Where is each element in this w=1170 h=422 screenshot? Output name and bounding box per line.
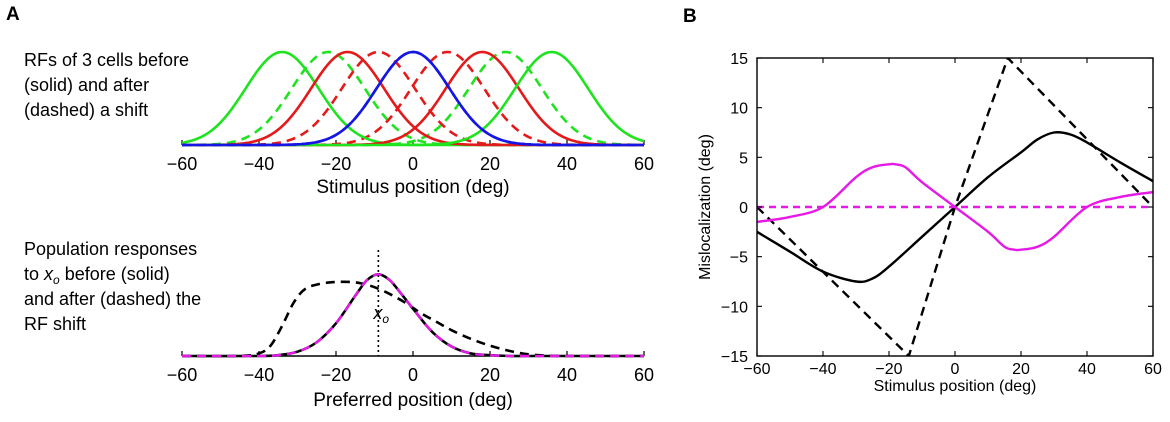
x-tick-label: 0 <box>408 365 418 385</box>
mislocalization-curve-black-solid <box>757 131 1153 284</box>
panel-label-a: A <box>6 4 20 25</box>
chart-a-top: −60 −40 −20 0 20 40 60 Stimulus position (deg) <box>167 50 654 198</box>
population-curve-black-dashed <box>181 280 645 358</box>
x-tick-label: 20 <box>480 154 500 174</box>
x-tick-label: 20 <box>1012 361 1030 378</box>
population-curve-magenta-dashed <box>181 273 644 358</box>
x-tick-label: 20 <box>480 365 500 385</box>
y-axis-label: Mislocalization (deg) <box>697 134 714 280</box>
annotation-pop-line1: Population responses <box>24 239 197 259</box>
x-tick-label: −20 <box>321 365 352 385</box>
x-axis-label: Stimulus position (deg) <box>316 177 509 198</box>
y-tick-label: 10 <box>730 101 748 118</box>
stimulus-position-label: xo <box>372 303 389 326</box>
x-tick-label: 40 <box>557 154 577 174</box>
chart-a-bottom: −60 −40 −20 0 20 40 60 Preferred position (deg)… <box>167 250 654 411</box>
rf-curve-blue-solid-9 <box>182 50 644 147</box>
panel-label-b: B <box>683 6 697 27</box>
y-tick-label: −5 <box>730 250 748 267</box>
x-tick-label: 40 <box>1078 361 1096 378</box>
y-tick-label: −10 <box>721 299 748 316</box>
chart-b: −60 −40 −20 0 20 40 60 −15 −10 −5 0 5 10 15 Stimulus p… <box>697 51 1162 395</box>
y-tick-label: 5 <box>739 150 748 167</box>
annotation-pop-line3: and after (dashed) the <box>24 289 201 309</box>
x-tick-label: −60 <box>167 154 198 174</box>
y-tick-label: 0 <box>739 200 748 217</box>
x-axis-label: Stimulus position (deg) <box>874 378 1037 395</box>
annotation-rf-line1: RFs of 3 cells before <box>24 50 189 70</box>
x-tick-label: −60 <box>743 361 770 378</box>
x-tick-label: −20 <box>875 361 902 378</box>
x-axis-label: Preferred position (deg) <box>313 390 513 411</box>
y-tick-label: −15 <box>721 349 748 366</box>
x-tick-label: 60 <box>634 365 654 385</box>
annotation-rf-line2: (solid) and after <box>24 75 149 95</box>
annotation-pop-line4: RF shift <box>24 314 86 334</box>
x-tick-label: −20 <box>321 154 352 174</box>
x-tick-label: 0 <box>951 361 960 378</box>
population-curve-black-solid <box>181 273 644 358</box>
chart-b-data <box>757 58 1153 356</box>
annotation-pop-line2: to xo before (solid) <box>24 264 170 287</box>
annotation-rf-line3: (dashed) a shift <box>24 100 148 120</box>
y-tick-label: 15 <box>730 51 748 68</box>
x-tick-label: 60 <box>1144 361 1162 378</box>
x-tick-label: 40 <box>557 365 577 385</box>
x-tick-label: 0 <box>408 154 418 174</box>
x-tick-label: −40 <box>244 154 275 174</box>
x-tick-label: −60 <box>167 365 198 385</box>
x-tick-label: −40 <box>809 361 836 378</box>
x-tick-label: 60 <box>634 154 654 174</box>
x-tick-label: −40 <box>244 365 275 385</box>
